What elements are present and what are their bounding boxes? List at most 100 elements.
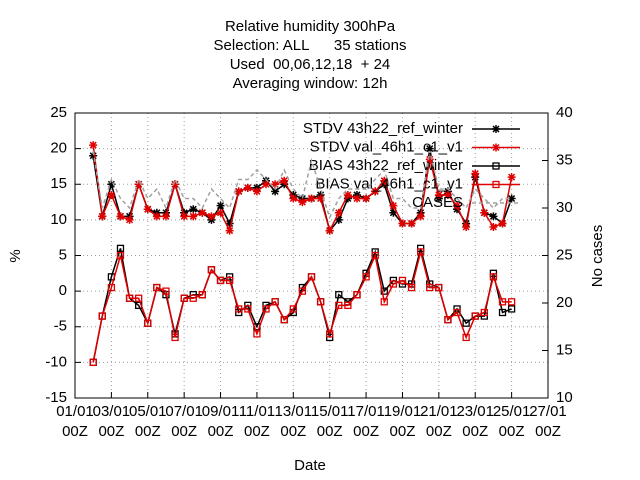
data-point	[216, 201, 225, 210]
legend-marker	[492, 125, 500, 133]
data-point	[271, 187, 280, 196]
data-point	[153, 283, 161, 292]
data-point	[271, 298, 279, 306]
y2-tick-label: 15	[556, 341, 573, 358]
data-point	[507, 298, 516, 306]
data-point	[116, 244, 125, 253]
data-point	[507, 194, 516, 203]
y2-axis-label: No cases	[589, 225, 606, 288]
data-point	[380, 176, 389, 185]
y-tick-label: -5	[54, 318, 67, 335]
data-point	[244, 305, 252, 313]
y-tick-label: -10	[45, 353, 67, 370]
data-point	[171, 333, 179, 342]
x-tick-label: 01/01 00Z	[56, 403, 94, 440]
data-point	[398, 276, 407, 285]
data-point	[98, 312, 106, 320]
data-point	[243, 183, 252, 192]
chart-title: Used 00,06,12,18 + 24	[230, 56, 391, 73]
chart-title: Relative humidity 300hPa	[225, 18, 396, 35]
data-point	[316, 194, 325, 203]
data-point	[152, 212, 161, 221]
data-point	[462, 223, 471, 231]
data-point	[143, 205, 152, 214]
data-point	[425, 144, 434, 153]
data-point	[280, 315, 288, 324]
data-point	[480, 308, 488, 317]
data-point	[262, 180, 271, 189]
data-point	[298, 287, 307, 295]
x-tick-label: 25/01 00Z	[493, 403, 531, 440]
x-tick-label: 27/01 00Z	[529, 403, 567, 440]
data-point	[471, 312, 479, 320]
legend-label: STDV 43h22_ref_winter	[303, 120, 463, 137]
data-point	[380, 298, 388, 306]
y2-tick-label: 20	[556, 294, 573, 311]
y-axis-label: %	[7, 249, 24, 262]
data-point	[189, 212, 198, 221]
data-point	[498, 308, 507, 317]
data-point	[180, 294, 188, 302]
data-point	[307, 273, 316, 281]
data-point	[289, 194, 298, 203]
data-point	[134, 180, 143, 189]
data-point	[89, 151, 98, 160]
data-point	[389, 208, 398, 217]
data-point	[443, 190, 452, 199]
data-point	[416, 212, 425, 221]
x-tick-label: 19/01 00Z	[384, 403, 422, 440]
data-point	[189, 205, 198, 214]
data-point	[216, 276, 225, 285]
plot-border	[74, 112, 549, 399]
y2-tick-label: 40	[556, 104, 573, 121]
data-point	[435, 283, 443, 292]
data-point	[453, 201, 462, 210]
data-point	[489, 273, 498, 281]
data-point	[489, 223, 498, 231]
data-point	[216, 208, 225, 217]
data-point	[353, 291, 361, 299]
y2-tick-label: 10	[556, 389, 573, 406]
data-point	[289, 305, 297, 313]
data-point	[380, 287, 388, 295]
series-line	[92, 150, 512, 220]
data-point	[161, 212, 170, 221]
data-point	[444, 315, 452, 324]
data-point	[425, 155, 434, 164]
data-point	[507, 305, 516, 313]
legend-label: STDV val_46h1_c1_v1	[310, 138, 463, 155]
data-point	[326, 330, 334, 338]
data-point	[434, 190, 443, 199]
data-point	[271, 180, 280, 189]
data-point	[489, 212, 498, 221]
legend-marker	[492, 180, 500, 189]
data-point	[335, 291, 343, 299]
data-point	[480, 208, 489, 217]
data-point	[144, 319, 152, 327]
x-tick-label: 09/01 00Z	[202, 403, 240, 440]
data-point	[189, 294, 197, 302]
x-tick-label: 23/01 00Z	[456, 403, 494, 440]
data-point	[389, 201, 398, 210]
x-tick-label: 11/01 00Z	[239, 403, 275, 440]
legend-label: CASES	[412, 194, 463, 211]
data-point	[298, 198, 307, 207]
data-point	[316, 298, 325, 306]
data-point	[398, 219, 407, 228]
data-point	[462, 319, 470, 327]
data-point	[198, 291, 206, 299]
y-tick-label: 5	[59, 246, 67, 263]
data-point	[334, 208, 343, 217]
data-point	[407, 219, 416, 228]
x-tick-label: 13/01 00Z	[275, 403, 313, 440]
data-point	[307, 194, 316, 203]
data-point	[135, 294, 143, 302]
data-point	[225, 219, 234, 228]
data-point	[453, 308, 461, 317]
x-tick-label: 17/01 00Z	[347, 403, 385, 440]
y2-tick-label: 25	[556, 246, 573, 263]
data-point	[125, 294, 134, 302]
data-point	[407, 283, 416, 292]
data-point	[262, 305, 270, 313]
